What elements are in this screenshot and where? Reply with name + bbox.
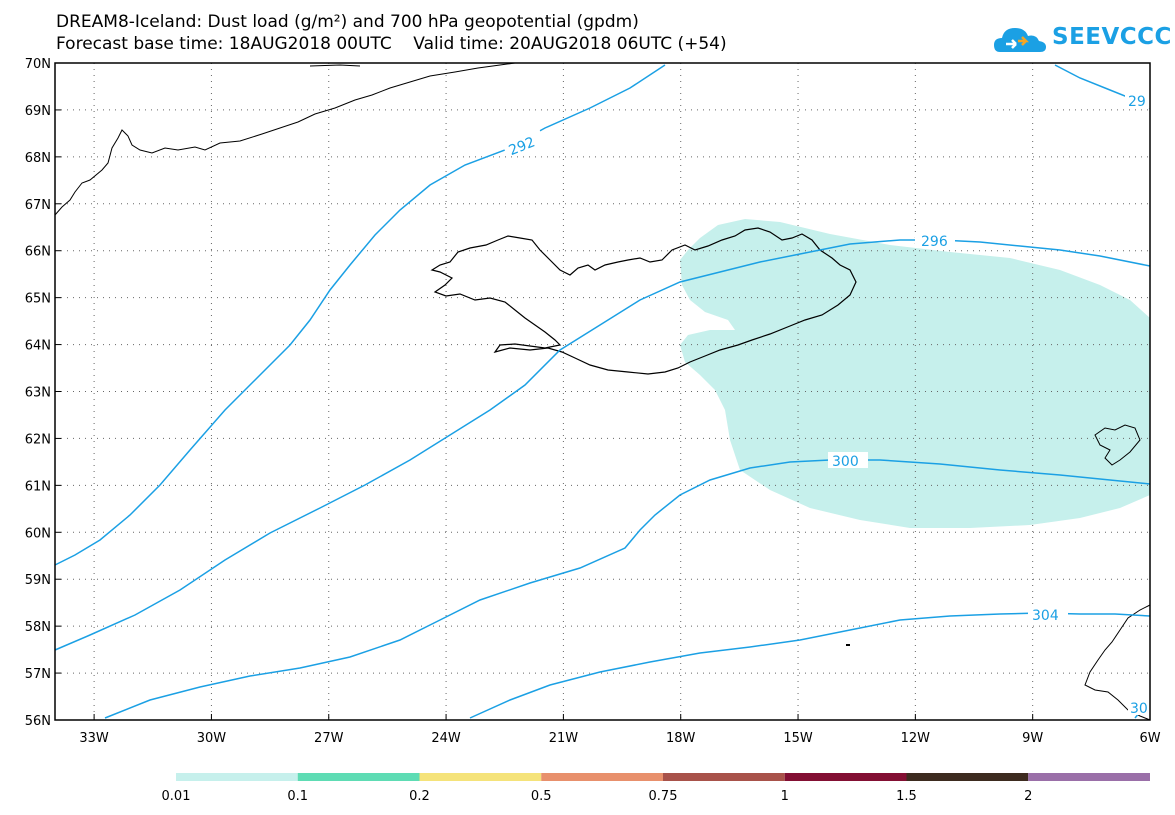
colorbar-segment (297, 773, 420, 781)
colorbar: 0.01 0.1 0.2 0.5 0.75 1 1.5 2 (162, 773, 1150, 804)
lat-label: 65N (25, 292, 51, 307)
lat-label: 60N (25, 526, 51, 541)
rockall-island (846, 644, 850, 646)
scotland-coastline (1084, 604, 1151, 721)
contour-label-300: 300 (832, 454, 859, 470)
colorbar-segment (1028, 773, 1150, 781)
contour-label-308: 30 (1130, 701, 1148, 717)
longitude-axis: 33W 30W 27W 24W 21W 18W 15W 12W 9W 6W (79, 714, 1161, 746)
lon-label: 6W (1139, 731, 1160, 746)
lat-label: 57N (25, 667, 51, 682)
lat-label: 62N (25, 432, 51, 447)
colorbar-segment (541, 773, 663, 781)
lon-label: 24W (431, 731, 461, 746)
lat-label: 61N (25, 479, 51, 494)
lat-label: 70N (25, 57, 51, 72)
lat-label: 69N (25, 104, 51, 119)
lat-label: 59N (25, 573, 51, 588)
colorbar-segment (419, 773, 542, 781)
colorbar-label: 1 (781, 789, 789, 804)
colorbar-segment (176, 773, 298, 781)
dust-load-area (680, 219, 1150, 528)
lat-label: 67N (25, 198, 51, 213)
contour-304 (469, 612, 1151, 719)
lat-label: 63N (25, 386, 51, 401)
greenland-coastline-north (309, 64, 361, 67)
lon-label: 15W (783, 731, 813, 746)
colorbar-label: 0.01 (162, 789, 191, 804)
contour-label-304: 304 (1032, 608, 1059, 624)
contour-296 (54, 239, 1151, 651)
colorbar-segment (663, 773, 785, 781)
greenland-coastline (54, 62, 516, 216)
colorbar-segment (906, 773, 1029, 781)
contour-292 (54, 64, 666, 566)
lat-label: 66N (25, 245, 51, 260)
lon-label: 27W (314, 731, 344, 746)
lat-lon-grid (55, 63, 1150, 720)
colorbar-label: 1.5 (896, 789, 917, 804)
contour-300 (104, 459, 1151, 719)
map-subtitle: Forecast base time: 18AUG2018 00UTC Vali… (56, 34, 727, 54)
contour-label-292-ne: 29 (1128, 94, 1146, 110)
lon-label: 12W (901, 731, 931, 746)
faroe-coastline (1094, 424, 1141, 466)
latitude-axis: 70N 69N 68N 67N 66N 65N 64N 63N 62N 61N 60N 59N 58N 5… (25, 57, 61, 729)
lat-label: 64N (25, 339, 51, 354)
map-title: DREAM8-Iceland: Dust load (g/m²) and 700… (56, 12, 639, 32)
lon-label: 30W (197, 731, 227, 746)
lat-label: 58N (25, 620, 51, 635)
colorbar-label: 0.75 (649, 789, 678, 804)
logo-text: SEEVCCC (1052, 24, 1172, 50)
colorbar-segment (784, 773, 907, 781)
colorbar-label: 0.1 (287, 789, 308, 804)
lat-label: 68N (25, 151, 51, 166)
contour-label-296: 296 (921, 234, 948, 250)
iceland-coastline (430, 227, 857, 375)
colorbar-label: 2 (1024, 789, 1032, 804)
colorbar-label: 0.2 (409, 789, 430, 804)
lon-label: 9W (1022, 731, 1043, 746)
lon-label: 18W (666, 731, 696, 746)
contour-label-292: 292 (507, 134, 538, 159)
lat-label: 56N (25, 714, 51, 729)
lon-label: 33W (79, 731, 109, 746)
colorbar-label: 0.5 (531, 789, 552, 804)
lon-label: 21W (549, 731, 579, 746)
cloud-icon (994, 28, 1046, 52)
